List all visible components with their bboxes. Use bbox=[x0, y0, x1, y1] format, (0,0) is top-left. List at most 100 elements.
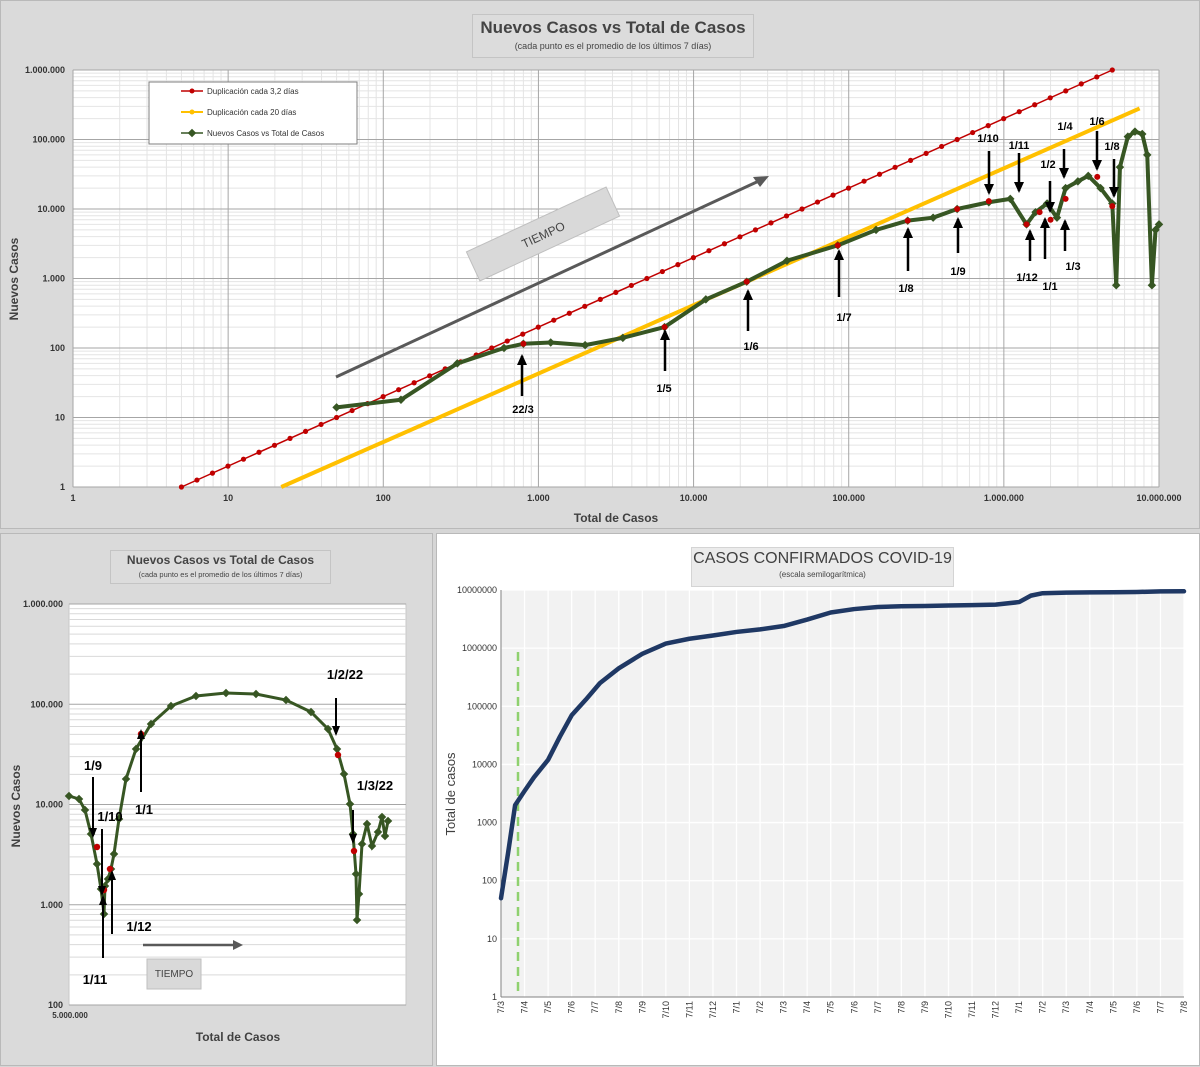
chart-title-top: Nuevos Casos vs Total de Casos bbox=[480, 18, 746, 37]
annotation-arrow-head bbox=[137, 729, 145, 739]
annotation-arrow-head bbox=[1060, 219, 1070, 230]
monthly-marker bbox=[1062, 195, 1069, 202]
total-cases-line bbox=[498, 589, 1187, 901]
new-vs-total-point bbox=[380, 831, 390, 841]
doubling-3-2-point bbox=[411, 380, 417, 386]
doubling-3-2-point bbox=[256, 449, 262, 455]
chart-panel-top: 22/3 1/5 1/6 1/7 1/8 1/9 1/10 1/11 1/12 1/1 1/2 1/3… bbox=[0, 0, 1200, 529]
doubling-3-2-point bbox=[566, 310, 572, 316]
annotation-arrow-head bbox=[1014, 182, 1024, 193]
doubling-3-2-point bbox=[535, 324, 541, 330]
y-tick-label: 1.000.000 bbox=[23, 599, 63, 609]
doubling-3-2-point bbox=[908, 157, 914, 163]
y-tick-label: 1.000 bbox=[40, 900, 63, 910]
x-tick-label: 7/6 bbox=[567, 1001, 577, 1014]
monthly-marker bbox=[1109, 203, 1116, 210]
new-vs-total-point bbox=[306, 707, 316, 717]
doubling-3-2-point bbox=[845, 185, 852, 191]
new-vs-total-point bbox=[281, 695, 291, 705]
x-tick-label: 7/6 bbox=[849, 1001, 859, 1014]
x-tick-label: 1.000 bbox=[527, 493, 550, 503]
y-tick-label: 1.000.000 bbox=[25, 65, 65, 75]
y-tick-label: 100000 bbox=[467, 701, 497, 711]
monthly-marker bbox=[1036, 209, 1043, 216]
annotation-arrow-head bbox=[1059, 168, 1069, 179]
doubling-3-2-point bbox=[799, 206, 805, 212]
annotation-label: 1/12 bbox=[126, 919, 151, 934]
time-arrow bbox=[335, 178, 762, 379]
new-vs-total-point bbox=[1111, 280, 1121, 290]
doubling-3-2-point bbox=[939, 143, 945, 150]
title-box-top: Nuevos Casos vs Total de Casos (cada pun… bbox=[472, 14, 754, 58]
doubling-3-2-point bbox=[1047, 95, 1053, 101]
new-vs-total-point bbox=[396, 395, 406, 405]
doubling-3-2-point bbox=[1109, 67, 1115, 73]
x-tick-label: 7/9 bbox=[920, 1001, 930, 1014]
y-tick-label: 10000000 bbox=[457, 585, 497, 595]
doubling-3-2-point bbox=[504, 338, 510, 344]
doubling-3-2-point bbox=[1063, 88, 1069, 94]
y-axis-label-top: Nuevos Casos bbox=[7, 237, 21, 320]
annotation-label: 1/9 bbox=[950, 266, 965, 278]
new-vs-total-point bbox=[352, 915, 362, 925]
doubling-3-2-point bbox=[721, 241, 728, 247]
chart-top: 22/3 1/5 1/6 1/7 1/8 1/9 1/10 1/11 1/12 1/1 1/2 1/3… bbox=[7, 65, 1182, 525]
x-tick-label: 7/3 bbox=[496, 1001, 506, 1014]
y-tick-label: 10000 bbox=[472, 759, 497, 769]
chart-bottom-right: 1 10 100 1000 10000 100000 1000000 10000000 7/3 7… bbox=[443, 585, 1189, 1019]
x-tick-label: 100.000 bbox=[832, 493, 865, 503]
new-vs-total-point bbox=[499, 343, 509, 353]
annotation-label: 1/6 bbox=[743, 341, 758, 353]
doubling-3-2-point bbox=[194, 477, 200, 483]
chart-panel-bottom-left: 1/9 1/10 1/11 1/12 1/1 1/2/22 1/3/22 100 1.000 1… bbox=[0, 533, 433, 1066]
new-vs-total-point bbox=[383, 816, 393, 826]
annotation-label: 1/2/22 bbox=[327, 667, 363, 682]
x-tick-label: 10.000.000 bbox=[1136, 493, 1181, 503]
y-tick-label: 10.000 bbox=[35, 800, 63, 810]
doubling-3-2-point bbox=[1032, 102, 1038, 108]
y-tick-label: 1.000 bbox=[42, 274, 65, 284]
annotation-arrow-head bbox=[99, 895, 107, 905]
annotation-arrow-head bbox=[834, 249, 844, 260]
monthly-marker bbox=[954, 206, 961, 212]
x-tick-label: 7/4 bbox=[520, 1001, 530, 1014]
doubling-3-2-point bbox=[489, 345, 495, 351]
chart-subtitle-bottom-right: (escala semilogarítmica) bbox=[779, 570, 866, 579]
new-vs-total-point bbox=[453, 359, 462, 368]
doubling-3-2-point bbox=[1016, 109, 1022, 115]
annotation-arrow-head bbox=[332, 726, 340, 736]
x-axis-label-top: Total de Casos bbox=[574, 511, 659, 525]
x-tick-label: 5.000.000 bbox=[52, 1011, 88, 1020]
legend-label-new-vs-total: Nuevos Casos vs Total de Casos bbox=[207, 129, 324, 138]
doubling-3-2-point bbox=[954, 136, 960, 143]
y-tick-label: 1000 bbox=[477, 818, 497, 828]
doubling-3-2-point bbox=[675, 262, 681, 268]
annotation-label: 1/1 bbox=[1042, 281, 1057, 293]
monthly-marker bbox=[334, 751, 342, 759]
chart-title-bottom-left: Nuevos Casos vs Total de Casos bbox=[126, 553, 315, 567]
annotation-label: 1/4 bbox=[1057, 121, 1073, 133]
doubling-3-2-point bbox=[830, 192, 836, 198]
doubling-3-2-point bbox=[690, 255, 697, 261]
annotation-arrow-head bbox=[1092, 160, 1102, 171]
monthly-marker bbox=[350, 847, 358, 855]
annotation-arrow-head bbox=[1109, 187, 1119, 198]
doubling-3-2-point bbox=[333, 414, 340, 421]
annotation-arrow-head bbox=[349, 834, 357, 844]
new-vs-total-point bbox=[618, 333, 628, 343]
x-tick-label: 7/5 bbox=[826, 1001, 836, 1014]
annotation-label: 1/7 bbox=[836, 312, 851, 324]
doubling-3-2-point bbox=[271, 442, 278, 448]
doubling-3-2-point bbox=[597, 296, 603, 302]
x-tick-label: 7/2 bbox=[755, 1001, 765, 1014]
x-tick-label: 7/6 bbox=[1132, 1001, 1142, 1014]
annotation-arrow-head bbox=[953, 217, 963, 228]
doubling-3-2-point bbox=[752, 227, 759, 233]
doubling-3-2-point bbox=[1001, 116, 1007, 122]
doubling-3-2-point bbox=[737, 234, 743, 240]
annotation-label: 1/5 bbox=[656, 383, 671, 395]
annotation-label: 1/11 bbox=[1009, 140, 1030, 152]
doubling-3-2-point bbox=[178, 484, 185, 490]
monthly-marker bbox=[1094, 173, 1101, 180]
x-tick-label: 7/7 bbox=[1155, 1001, 1165, 1014]
